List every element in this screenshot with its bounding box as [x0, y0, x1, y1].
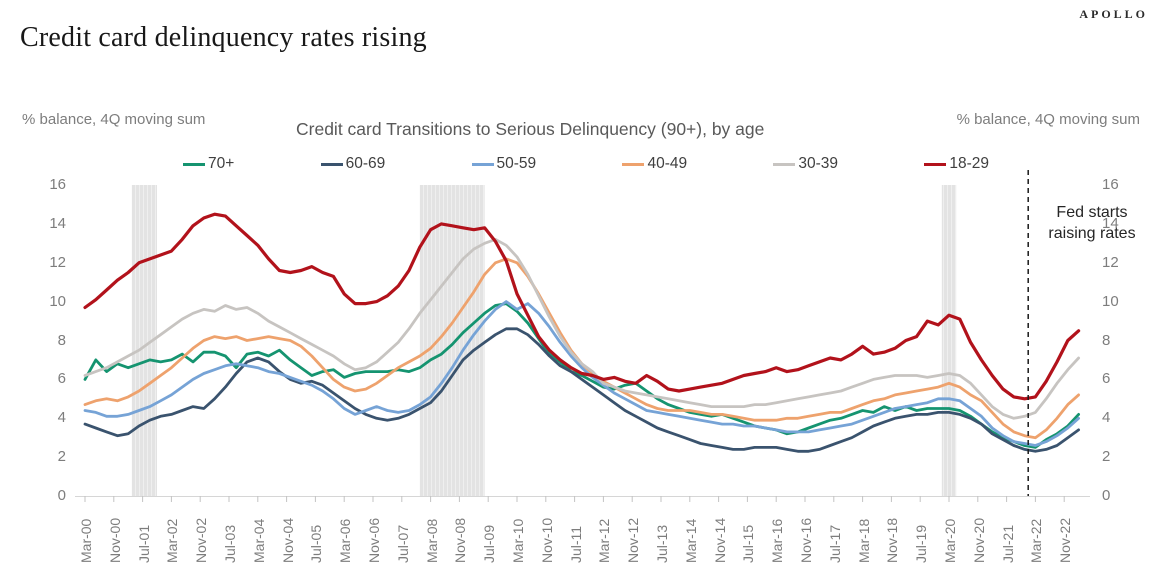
series-line-40-49	[83, 257, 1080, 440]
x-tick-label: Mar-20	[942, 518, 958, 563]
legend-item-18-29: 18-29	[924, 155, 989, 173]
y-tick-label: 2	[57, 448, 66, 466]
y-tick-label: 4	[1102, 409, 1111, 427]
x-tick-label: Mar-06	[337, 518, 354, 563]
x-tick-label: Nov-18	[884, 517, 901, 563]
x-tick-label: Mar-16	[769, 518, 786, 563]
chart-title: Credit card Transitions to Serious Delin…	[296, 119, 765, 139]
y-tick-label: 10	[49, 292, 66, 310]
x-tick-label: Jul-15	[740, 524, 757, 563]
y-tick-label: 8	[1102, 331, 1111, 349]
x-axis	[75, 496, 1090, 502]
x-tick-label: Jul-13	[654, 524, 670, 563]
legend-swatch-icon	[183, 162, 205, 166]
legend-label: 18-29	[949, 155, 989, 172]
legend-item-30-39: 30-39	[773, 155, 838, 173]
x-tick-label: Nov-02	[193, 517, 210, 563]
recession-band	[941, 185, 957, 496]
series-line-30-39	[83, 237, 1080, 420]
legend-swatch-icon	[320, 162, 343, 166]
apollo-logo: APOLLO	[1079, 7, 1148, 21]
x-tick-label: Jul-01	[135, 524, 152, 563]
legend-item-70+: 70+	[183, 155, 234, 173]
left-axis-unit-label: % balance, 4Q moving sum	[22, 111, 206, 128]
y-tick-label: 8	[57, 331, 66, 349]
y-tick-label: 0	[1102, 487, 1111, 504]
y-tick-label: 16	[49, 176, 66, 193]
x-tick-label: Mar-04	[250, 518, 267, 563]
y-tick-label: 4	[57, 409, 66, 427]
legend-label: 50-59	[496, 155, 537, 172]
y-tick-label: 6	[57, 370, 66, 388]
page-title: Credit card delinquency rates rising	[20, 22, 427, 53]
legend-item-40-49: 40-49	[622, 155, 687, 173]
x-tick-label: Mar-10	[510, 518, 526, 563]
recession-bands	[131, 185, 957, 496]
series-line-18-29	[83, 212, 1081, 401]
x-tick-label: Jul-05	[308, 524, 325, 563]
right-axis-unit-label: % balance, 4Q moving sum	[956, 111, 1140, 128]
x-tick-label: Nov-04	[279, 517, 296, 563]
x-tick-label: Jul-07	[394, 524, 411, 563]
x-tick-label: Nov-12	[625, 517, 642, 563]
recession-band	[419, 185, 485, 496]
x-tick-label: Nov-16	[798, 517, 814, 563]
x-tick-label: Jul-19	[913, 524, 930, 563]
y-tick-label: 2	[1102, 448, 1111, 466]
legend-item-50-59: 50-59	[471, 155, 537, 173]
y-tick-label: 12	[1102, 253, 1119, 271]
x-tick-label: Nov-20	[970, 517, 987, 563]
legend-swatch-icon	[471, 162, 494, 166]
x-tick-label: Nov-10	[538, 517, 555, 563]
x-tick-label: Nov-06	[366, 517, 382, 563]
y-tick-label: 0	[57, 487, 66, 504]
x-tick-label: Jul-09	[481, 524, 498, 563]
x-tick-label: Jul-03	[222, 524, 238, 563]
legend-swatch-icon	[924, 162, 947, 166]
annotation-line-1: Fed starts	[1056, 204, 1128, 221]
x-tick-label: Nov-22	[1057, 517, 1074, 563]
x-tick-label: Mar-14	[682, 518, 699, 563]
y-tick-label: 12	[49, 253, 66, 271]
x-tick-label: Mar-18	[855, 518, 872, 563]
y-tick-label: 14	[1102, 214, 1119, 232]
x-tick-label: Nov-00	[106, 517, 123, 563]
legend-item-60-69: 60-69	[320, 155, 386, 173]
x-tick-label: Jul-11	[567, 525, 584, 563]
legend-label: 40-49	[647, 155, 688, 172]
x-tick-label: Mar-02	[164, 518, 181, 563]
x-tick-label: Jul-21	[999, 524, 1016, 563]
y-tick-label: 14	[49, 214, 66, 232]
legend-label: 70+	[208, 155, 235, 172]
x-tick-label: Mar-22	[1028, 518, 1045, 563]
legend-label: 60-69	[345, 155, 386, 172]
y-tick-label: 16	[1102, 176, 1119, 193]
series-line-60-69	[83, 327, 1080, 453]
chart-legend: 70+ 60-69 50-59 40-49 30-39 18-29	[183, 154, 989, 174]
data-series-lines	[83, 212, 1081, 453]
annotation-line-2: raising rates	[1048, 225, 1136, 242]
x-tick-label: Mar-12	[596, 518, 613, 563]
legend-swatch-icon	[622, 162, 645, 166]
fed-rate-hike-annotation: Fed starts raising rates	[1036, 202, 1148, 244]
legend-label: 30-39	[798, 155, 839, 172]
x-tick-label: Nov-08	[452, 517, 469, 563]
series-line-50-59	[83, 300, 1080, 447]
x-tick-label: Jul-17	[826, 524, 843, 563]
x-tick-label: Mar-08	[423, 518, 440, 563]
legend-swatch-icon	[773, 162, 796, 166]
y-tick-label: 6	[1102, 370, 1111, 388]
y-tick-label: 10	[1102, 292, 1119, 310]
x-tick-label: Nov-14	[711, 517, 728, 563]
x-tick-label: Mar-00	[78, 518, 94, 563]
series-line-70+	[83, 302, 1080, 449]
